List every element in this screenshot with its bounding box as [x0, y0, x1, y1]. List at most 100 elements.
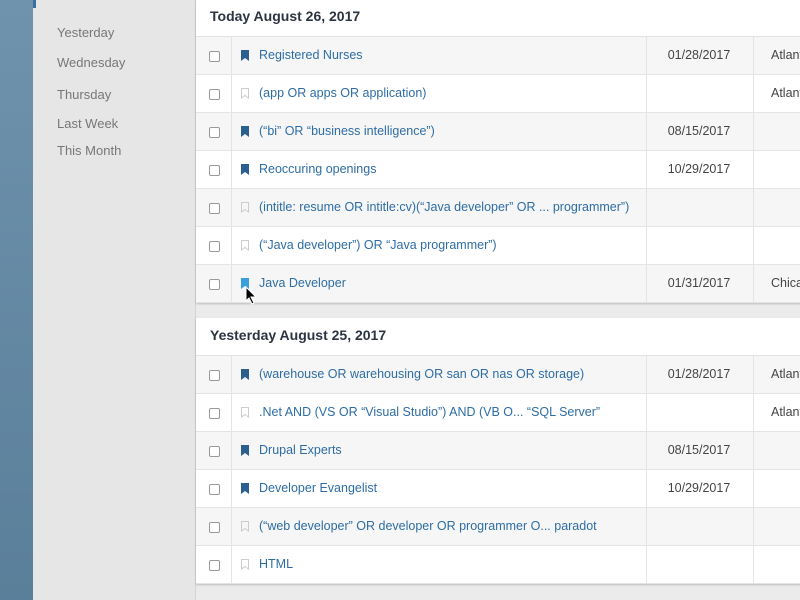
search-row[interactable]: (intitle: resume OR intitle:cv)(“Java de…: [196, 189, 800, 227]
search-row[interactable]: (app OR apps OR application) Atlanta: [196, 75, 800, 113]
column-divider: [646, 113, 754, 150]
search-row[interactable]: HTML: [196, 546, 800, 584]
bookmark-icon[interactable]: [240, 483, 250, 494]
search-row[interactable]: (“bi” OR “business intelligence”) 08/15/2…: [196, 113, 800, 151]
column-divider: [646, 265, 754, 302]
checkbox[interactable]: [209, 89, 220, 100]
date: 08/15/2017: [667, 124, 731, 138]
search-title[interactable]: (warehouse OR warehousing OR san OR nas …: [259, 367, 585, 381]
column-divider: [646, 151, 754, 188]
bookmark-icon[interactable]: [240, 445, 250, 456]
column-divider: [231, 113, 232, 150]
date: 01/28/2017: [667, 367, 731, 381]
column-divider: [646, 75, 754, 112]
date: 01/28/2017: [667, 48, 731, 62]
column-divider: [646, 546, 754, 583]
checkbox[interactable]: [209, 484, 220, 495]
checkbox[interactable]: [209, 408, 220, 419]
column-divider: [646, 394, 754, 431]
cursor: [245, 286, 258, 305]
sidebar-item[interactable]: Thursday: [57, 87, 112, 102]
search-row[interactable]: Java Developer 01/31/2017 Chicago: [196, 265, 800, 303]
search-title[interactable]: (“Java developer”) OR “Java programmer”): [259, 238, 497, 252]
search-title[interactable]: HTML: [259, 557, 294, 571]
search-title[interactable]: (intitle: resume OR intitle:cv)(“Java de…: [259, 200, 630, 214]
sidebar-item[interactable]: Last Week: [57, 116, 119, 131]
search-row[interactable]: (“Java developer”) OR “Java programmer”): [196, 227, 800, 265]
bookmark-icon[interactable]: [240, 521, 250, 532]
bookmark-icon[interactable]: [240, 126, 250, 137]
bookmark-icon[interactable]: [240, 369, 250, 380]
search-row[interactable]: Developer Evangelist 10/29/2017: [196, 470, 800, 508]
column-divider: [231, 432, 232, 469]
column-divider: [646, 189, 754, 226]
selection-marker: [33, 0, 36, 8]
nav-strip: [0, 0, 33, 600]
column-divider: [231, 151, 232, 188]
checkbox[interactable]: [209, 560, 220, 571]
column-divider: [646, 356, 754, 393]
column-divider: [231, 394, 232, 431]
bookmark-icon[interactable]: [240, 559, 250, 570]
search-row[interactable]: Drupal Experts 08/15/2017: [196, 432, 800, 470]
bookmark-icon[interactable]: [240, 164, 250, 175]
location: Atlanta: [771, 367, 800, 381]
search-title[interactable]: Reoccuring openings: [259, 162, 377, 176]
search-title[interactable]: (app OR apps OR application): [259, 86, 427, 100]
search-title[interactable]: Java Developer: [259, 276, 346, 290]
bookmark-icon[interactable]: [240, 278, 250, 289]
sidebar-item[interactable]: Yesterday: [57, 25, 115, 40]
bookmark-icon[interactable]: [240, 50, 250, 61]
checkbox[interactable]: [209, 127, 220, 138]
sidebar-item[interactable]: Wednesday: [57, 55, 126, 70]
location: Atlanta: [771, 48, 800, 62]
bookmark-icon[interactable]: [240, 407, 250, 418]
search-row[interactable]: Registered Nurses 01/28/2017 Atlanta: [196, 37, 800, 75]
location: Atlanta: [771, 405, 800, 419]
bookmark-icon[interactable]: [240, 88, 250, 99]
sidebar: TodayYesterdayWednesdayThursdayLast Week…: [33, 0, 196, 600]
checkbox[interactable]: [209, 165, 220, 176]
search-row[interactable]: Reoccuring openings 10/29/2017: [196, 151, 800, 189]
section-card: Yesterday August 25, 2017 (warehouse OR w…: [196, 318, 800, 584]
column-divider: [231, 189, 232, 226]
location: Atlanta: [771, 86, 800, 100]
search-title[interactable]: Registered Nurses: [259, 48, 363, 62]
column-divider: [231, 37, 232, 74]
checkbox[interactable]: [209, 370, 220, 381]
column-divider: [231, 265, 232, 302]
search-title[interactable]: (“web developer” OR developer OR program…: [259, 519, 597, 533]
search-row[interactable]: (“web developer” OR developer OR program…: [196, 508, 800, 546]
location: Chicago: [771, 276, 800, 290]
search-title[interactable]: Developer Evangelist: [259, 481, 378, 495]
section-title: Today August 26, 2017: [196, 0, 800, 37]
column-divider: [646, 37, 754, 74]
search-row[interactable]: .Net AND (VS OR “Visual Studio”) AND (VB…: [196, 394, 800, 432]
date: 08/15/2017: [667, 443, 731, 457]
column-divider: [231, 227, 232, 264]
column-divider: [231, 75, 232, 112]
date: 10/29/2017: [667, 481, 731, 495]
bookmark-icon[interactable]: [240, 202, 250, 213]
date: 01/31/2017: [667, 276, 731, 290]
column-divider: [231, 470, 232, 507]
checkbox[interactable]: [209, 446, 220, 457]
column-divider: [231, 508, 232, 545]
checkbox[interactable]: [209, 279, 220, 290]
checkbox[interactable]: [209, 203, 220, 214]
checkbox[interactable]: [209, 241, 220, 252]
section-title: Yesterday August 25, 2017: [196, 318, 800, 356]
bookmark-icon[interactable]: [240, 240, 250, 251]
checkbox[interactable]: [209, 51, 220, 62]
checkbox[interactable]: [209, 522, 220, 533]
date: 10/29/2017: [667, 162, 731, 176]
column-divider: [231, 546, 232, 583]
column-divider: [646, 227, 754, 264]
sidebar-item[interactable]: This Month: [57, 143, 122, 158]
search-row[interactable]: (warehouse OR warehousing OR san OR nas …: [196, 356, 800, 394]
search-title[interactable]: (“bi” OR “business intelligence”): [259, 124, 435, 138]
search-title[interactable]: .Net AND (VS OR “Visual Studio”) AND (VB…: [259, 405, 601, 419]
column-divider: [646, 432, 754, 469]
search-title[interactable]: Drupal Experts: [259, 443, 342, 457]
